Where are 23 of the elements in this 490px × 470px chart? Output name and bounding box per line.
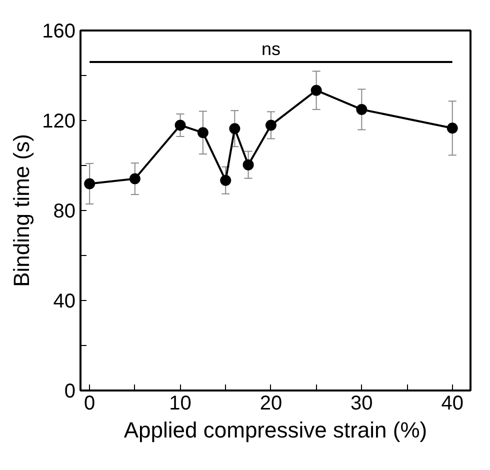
y-axis-title: Binding time (s) bbox=[9, 134, 34, 287]
point bbox=[174, 120, 186, 131]
x-tick-label: 10 bbox=[169, 392, 192, 414]
point bbox=[220, 174, 232, 186]
point bbox=[446, 122, 458, 134]
point bbox=[197, 127, 208, 138]
y-tick-label: 160 bbox=[42, 20, 76, 42]
ref-line-label: ns bbox=[261, 39, 280, 59]
x-tick-label: 20 bbox=[260, 392, 282, 414]
point bbox=[84, 178, 96, 190]
point bbox=[310, 84, 322, 96]
y-tick-label: 80 bbox=[53, 200, 76, 222]
point bbox=[129, 173, 140, 184]
point bbox=[265, 120, 276, 131]
x-tick-label: 30 bbox=[350, 392, 373, 414]
point bbox=[229, 123, 240, 134]
y-tick-label: 120 bbox=[42, 110, 76, 132]
point bbox=[242, 159, 254, 170]
x-axis-title: Applied compressive strain (%) bbox=[124, 418, 428, 442]
point bbox=[356, 104, 368, 115]
x-tick-label: 40 bbox=[441, 392, 464, 414]
y-tick-label: 40 bbox=[53, 290, 76, 312]
x-tick-label: 0 bbox=[84, 392, 96, 414]
